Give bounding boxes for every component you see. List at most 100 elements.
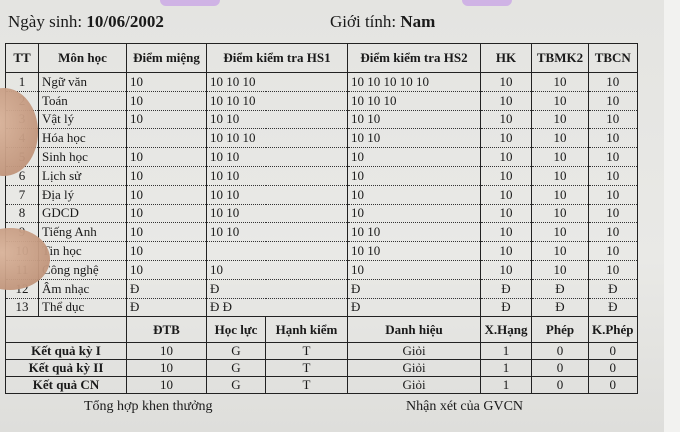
column-header: Môn học xyxy=(38,43,127,73)
table-cell: Tin học xyxy=(38,241,127,261)
summary-cell: T xyxy=(265,342,348,361)
table-cell: 10 10 10 xyxy=(206,72,348,92)
summary-cell: T xyxy=(265,376,348,395)
summary-header: X.Hạng xyxy=(480,316,532,344)
summary-header-row: ĐTB Học lực Hạnh kiểm Danh hiệu X.Hạng Phép K.… xyxy=(5,316,638,344)
table-cell: Âm nhạc xyxy=(38,278,127,299)
table-cell: 10 xyxy=(206,259,348,280)
table-cell: 10 10 xyxy=(206,222,348,243)
table-cell: 10 xyxy=(531,259,589,280)
grades-table: TT Môn học Điểm miệng Điểm kiểm tra HS1 Điểm… xyxy=(5,43,638,395)
table-cell: 10 xyxy=(588,109,638,130)
table-row: 6 Lịch sử 10 10 10 10 10 10 10 xyxy=(5,165,638,186)
table-cell: 10 xyxy=(531,109,589,130)
table-cell: 10 10 xyxy=(347,128,481,149)
paper-edge xyxy=(664,0,680,432)
summary-label: Kết quả kỳ I xyxy=(5,342,127,361)
summary-label: Kết quả CN xyxy=(5,376,127,395)
column-header: TBCN xyxy=(588,43,638,73)
header-row: TT Môn học Điểm miệng Điểm kiểm tra HS1 Điểm… xyxy=(5,43,638,73)
table-cell: 10 xyxy=(588,259,638,280)
table-cell: 10 xyxy=(588,203,638,224)
table-cell: GDCD xyxy=(38,203,127,224)
column-header: Điểm kiểm tra HS2 xyxy=(347,43,481,73)
table-cell: 10 xyxy=(480,222,532,243)
table-cell: 8 xyxy=(5,203,39,224)
table-cell: 10 xyxy=(126,184,207,205)
summary-header: Phép xyxy=(531,316,589,344)
teacher-comment-label: Nhận xét của GVCN xyxy=(406,399,524,414)
table-cell: 10 xyxy=(480,259,532,280)
table-cell: 10 xyxy=(531,128,589,149)
table-cell: 10 xyxy=(480,147,532,167)
table-cell: 10 xyxy=(480,90,532,111)
table-cell: 10 xyxy=(531,241,589,261)
table-cell: 10 xyxy=(126,259,207,280)
table-cell: 10 xyxy=(531,203,589,224)
table-cell: Đ xyxy=(206,278,348,299)
table-cell: 10 xyxy=(126,241,207,261)
summary-cell: 10 xyxy=(126,342,207,361)
table-cell xyxy=(126,128,207,149)
summary-cell: 10 xyxy=(126,376,207,395)
table-row: 1 Ngữ văn 10 10 10 10 10 10 10 10 10 10 10 10 xyxy=(5,72,638,92)
column-header: HK xyxy=(480,43,532,73)
summary-label: Kết quả kỳ II xyxy=(5,359,127,378)
table-cell: Đ xyxy=(531,278,589,299)
summary-cell: T xyxy=(265,359,348,378)
summary-row: Kết quả kỳ I 10 G T Giỏi 1 0 0 xyxy=(5,342,638,361)
table-cell: Đ xyxy=(126,297,207,318)
summary-cell: G xyxy=(206,376,266,395)
table-cell: Thể dục xyxy=(38,297,127,318)
table-cell: 10 xyxy=(531,222,589,243)
table-cell: 10 xyxy=(531,184,589,205)
table-cell: 10 xyxy=(588,184,638,205)
table-cell: Đ xyxy=(347,297,481,318)
table-cell: 13 xyxy=(5,297,39,318)
table-cell: 10 xyxy=(588,222,638,243)
summary-header: Học lực xyxy=(206,316,266,344)
table-cell: 10 xyxy=(347,147,481,167)
table-cell: 10 xyxy=(126,109,207,130)
awards-summary-label: Tổng hợp khen thưởng xyxy=(84,399,213,414)
table-cell: Sinh học xyxy=(38,147,127,167)
table-cell: Đ xyxy=(480,297,532,318)
summary-cell: 1 xyxy=(480,342,532,361)
summary-header: Hạnh kiểm xyxy=(265,316,348,344)
summary-header: K.Phép xyxy=(588,316,638,344)
table-cell: Đ Đ xyxy=(206,297,348,318)
summary-cell: 1 xyxy=(480,359,532,378)
summary-header: Danh hiệu xyxy=(347,316,481,344)
table-cell: 10 xyxy=(347,165,481,186)
table-cell: 10 xyxy=(126,165,207,186)
summary-cell: 0 xyxy=(588,342,638,361)
table-cell: 10 xyxy=(531,165,589,186)
table-cell: 10 xyxy=(588,241,638,261)
table-cell: 10 xyxy=(531,72,589,92)
table-cell: 10 xyxy=(531,90,589,111)
summary-cell: G xyxy=(206,359,266,378)
table-cell: 10 xyxy=(480,203,532,224)
table-cell: Đ xyxy=(588,278,638,299)
table-cell: 10 xyxy=(126,147,207,167)
table-cell: 10 xyxy=(588,72,638,92)
table-cell xyxy=(206,241,348,261)
column-header: Điểm miệng xyxy=(126,43,207,73)
summary-cell: 10 xyxy=(126,359,207,378)
table-cell: 10 10 xyxy=(206,203,348,224)
table-cell: Đ xyxy=(531,297,589,318)
table-cell: 10 xyxy=(126,72,207,92)
summary-header: ĐTB xyxy=(126,316,207,344)
summary-cell: 1 xyxy=(480,376,532,395)
table-cell: 10 xyxy=(480,72,532,92)
summary-cell: 0 xyxy=(588,376,638,395)
table-cell: Vật lý xyxy=(38,109,127,130)
table-cell: 10 xyxy=(126,90,207,111)
empty-cell xyxy=(5,316,127,344)
